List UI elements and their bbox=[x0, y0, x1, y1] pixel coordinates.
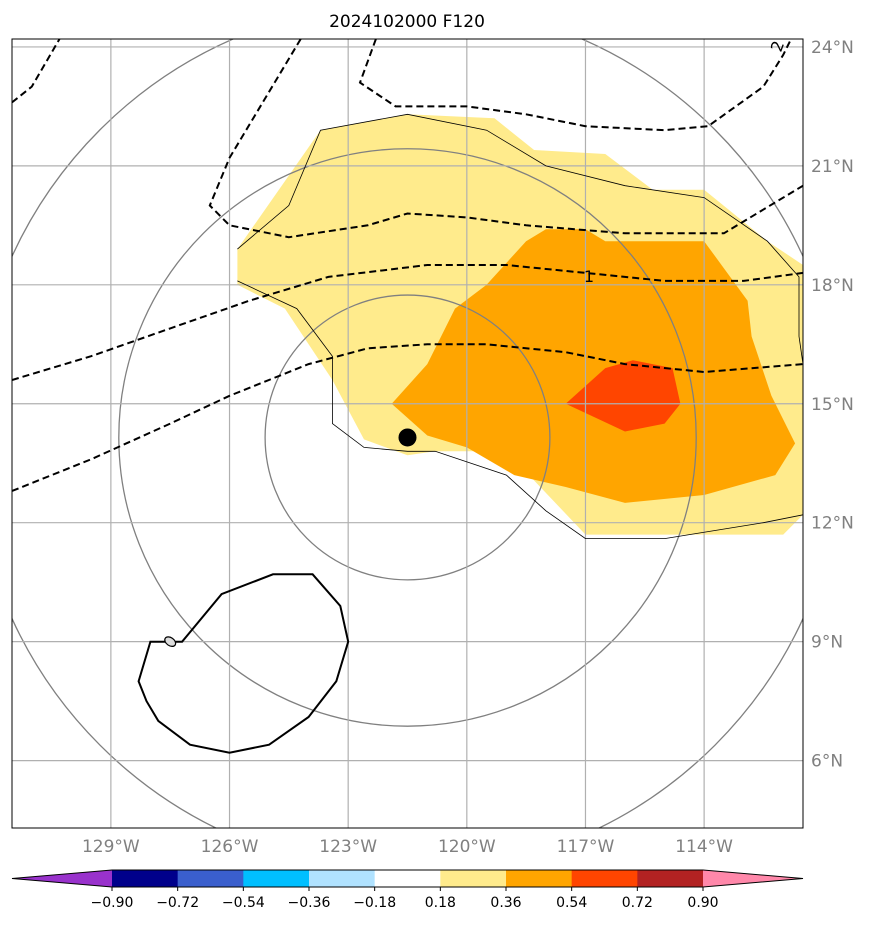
thin-contour-line-1 bbox=[237, 280, 803, 539]
x-tick-label: 114°W bbox=[675, 837, 733, 857]
gridlines bbox=[12, 39, 803, 828]
storm-center-marker bbox=[398, 428, 417, 447]
colorbar-swatch bbox=[440, 870, 507, 887]
colorbar-extend-low bbox=[12, 870, 112, 887]
colorbar-swatch bbox=[243, 870, 310, 887]
colorbar-swatch bbox=[637, 870, 704, 887]
y-tick-label: 15°N bbox=[811, 395, 854, 415]
shaded-region-1 bbox=[391, 229, 796, 503]
dashed-contour-0 bbox=[12, 39, 61, 104]
dashed-contour-2 bbox=[358, 39, 792, 132]
range-rings bbox=[12, 39, 803, 828]
solid-contours bbox=[137, 573, 350, 754]
colorbar-tick-label: −0.54 bbox=[222, 895, 265, 911]
colorbar-tick-label: 0.36 bbox=[490, 895, 521, 911]
colorbar-tick-label: −0.18 bbox=[353, 895, 396, 911]
contour-minimum-marker bbox=[164, 636, 177, 648]
colorbar-tick-label: 0.72 bbox=[622, 895, 653, 911]
dashed-contours bbox=[12, 39, 803, 492]
colorbar-swatch bbox=[374, 870, 441, 887]
chart-title: 2024102000 F120 bbox=[329, 12, 485, 32]
x-tick-label: 120°W bbox=[438, 837, 496, 857]
y-tick-label: 6°N bbox=[811, 752, 843, 772]
colorbar-swatch bbox=[506, 870, 573, 887]
y-tick-label: 9°N bbox=[811, 633, 843, 653]
shaded-region-2 bbox=[565, 360, 681, 432]
colorbar-swatch bbox=[571, 870, 638, 887]
range-ring-0 bbox=[264, 294, 551, 581]
colorbar-swatch bbox=[177, 870, 244, 887]
x-tick-label: 126°W bbox=[201, 837, 259, 857]
colorbar-tick-label: 0.18 bbox=[425, 895, 456, 911]
map-frame bbox=[11, 38, 804, 829]
dashed-contour-1 bbox=[208, 39, 803, 239]
x-tick-label: 123°W bbox=[319, 837, 377, 857]
contour-label-1: 1 bbox=[584, 267, 594, 286]
x-axis-ticks: 129°W 126°W 123°W 120°W 117°W 114°W bbox=[82, 837, 733, 857]
dashed-contour-4 bbox=[12, 343, 803, 492]
y-axis-ticks: 24°N 21°N 18°N 15°N 12°N 9°N 6°N bbox=[811, 38, 854, 772]
colorbar-tick-label: −0.72 bbox=[156, 895, 199, 911]
colorbar: −0.90 −0.72 −0.54 −0.36 −0.18 0.18 0.36 0.54 0.7… bbox=[11, 869, 804, 911]
colorbar-tick-label: 0.90 bbox=[687, 895, 718, 911]
colorbar-extend-high bbox=[703, 870, 803, 887]
shaded-fields bbox=[237, 114, 803, 535]
solid-contour bbox=[137, 573, 350, 754]
map-area: 1 2 bbox=[12, 38, 803, 828]
thin-contours bbox=[237, 113, 803, 539]
y-tick-label: 12°N bbox=[811, 514, 854, 534]
x-tick-label: 117°W bbox=[557, 837, 615, 857]
dashed-contour-3 bbox=[12, 264, 803, 381]
x-tick-label: 129°W bbox=[82, 837, 140, 857]
colorbar-swatch bbox=[112, 870, 179, 887]
contour-labels: 1 2 bbox=[584, 38, 788, 286]
thin-contour-line-0 bbox=[237, 113, 803, 365]
colorbar-tick-label: 0.54 bbox=[556, 895, 587, 911]
colorbar-tick-label: −0.36 bbox=[288, 895, 331, 911]
y-tick-label: 18°N bbox=[811, 276, 854, 296]
contour-label-2: 2 bbox=[767, 38, 788, 54]
y-tick-label: 21°N bbox=[811, 157, 854, 177]
range-ring-1 bbox=[118, 148, 697, 727]
colorbar-tick-label: −0.90 bbox=[91, 895, 134, 911]
y-tick-label: 24°N bbox=[811, 38, 854, 58]
colorbar-swatch bbox=[309, 870, 376, 887]
